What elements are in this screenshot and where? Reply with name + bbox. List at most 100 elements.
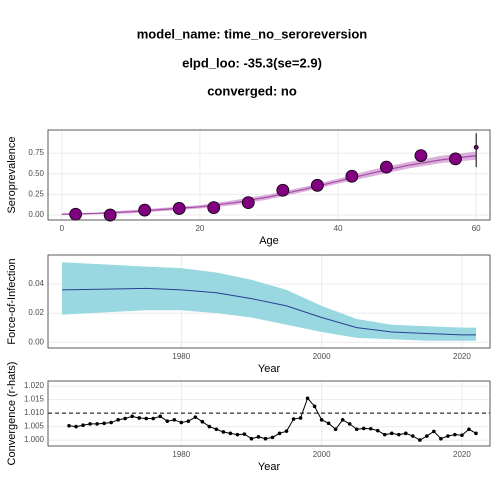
point <box>228 431 233 436</box>
point <box>368 426 373 431</box>
point <box>473 144 479 150</box>
x-tick-label: 1980 <box>172 352 190 361</box>
point <box>249 436 254 441</box>
point <box>276 183 290 197</box>
point <box>425 434 429 438</box>
y-axis-label: Convergence (r-hats) <box>6 362 18 466</box>
x-tick-label: 2020 <box>453 450 471 459</box>
x-tick-label: 40 <box>334 224 343 233</box>
point <box>214 427 219 432</box>
x-tick-label: 2000 <box>313 352 331 361</box>
point <box>418 438 422 442</box>
point <box>207 424 212 429</box>
point <box>103 208 117 222</box>
point <box>137 416 142 420</box>
point <box>186 419 191 423</box>
panel-border <box>47 129 491 221</box>
point <box>123 416 127 421</box>
point <box>411 434 415 438</box>
point <box>179 420 184 425</box>
point <box>116 418 120 422</box>
point <box>270 435 275 440</box>
point <box>453 432 457 437</box>
y-tick-label: 0.25 <box>28 190 44 199</box>
point <box>414 149 428 162</box>
y-axis-label: Seroprevalence <box>6 136 18 213</box>
point <box>109 420 113 425</box>
point <box>74 424 78 429</box>
point <box>277 431 282 436</box>
x-axis-label: Age <box>259 235 279 247</box>
title-line: elpd_loo: -35.3(se=2.9) <box>182 55 322 70</box>
x-tick-label: 20 <box>195 224 204 233</box>
point <box>396 432 401 437</box>
x-tick-label: 60 <box>472 224 481 233</box>
title-line: model_name: time_no_seroreversion <box>137 26 368 41</box>
x-axis-label: Year <box>258 363 281 375</box>
x-tick-label: 2020 <box>453 352 471 361</box>
point <box>312 404 317 409</box>
line <box>62 287 476 336</box>
point <box>326 421 331 426</box>
point <box>241 196 255 210</box>
panel-border <box>47 380 491 447</box>
band <box>61 151 477 216</box>
point <box>404 431 408 436</box>
y-tick-label: 0.50 <box>28 169 44 178</box>
point <box>263 436 268 441</box>
point <box>361 426 366 431</box>
y-tick-label: 1.015 <box>24 395 45 404</box>
point <box>67 423 71 428</box>
x-tick-label: 2000 <box>313 450 331 459</box>
point <box>138 203 152 217</box>
point <box>193 415 198 419</box>
band <box>62 262 476 341</box>
y-tick-label: 1.005 <box>24 422 45 431</box>
point <box>467 427 471 432</box>
point <box>172 202 186 215</box>
y-tick-label: 0.02 <box>28 308 44 317</box>
title-line: converged: no <box>207 83 297 98</box>
point <box>95 422 99 426</box>
point <box>474 431 478 436</box>
point <box>235 432 240 437</box>
point <box>256 435 261 439</box>
point <box>319 418 324 422</box>
point <box>291 417 296 421</box>
point <box>345 169 359 183</box>
point <box>310 178 324 192</box>
point <box>221 430 226 434</box>
point <box>389 431 394 436</box>
x-axis-label: Year <box>258 461 281 473</box>
point <box>375 428 380 433</box>
point <box>207 201 221 215</box>
point <box>151 416 156 421</box>
point <box>380 160 393 174</box>
y-tick-label: 0.00 <box>28 337 44 346</box>
point <box>340 418 345 422</box>
point <box>158 414 163 419</box>
point <box>130 414 134 419</box>
point <box>382 432 387 437</box>
y-tick-label: 0.04 <box>28 279 44 288</box>
point <box>165 419 170 423</box>
point <box>69 207 83 221</box>
panel-bg <box>48 130 490 220</box>
point <box>446 434 450 438</box>
point <box>305 396 310 401</box>
x-tick-label: 0 <box>60 224 65 233</box>
point <box>298 416 303 420</box>
y-axis-label: Force-of-Infection <box>6 258 18 344</box>
point <box>88 422 92 426</box>
point <box>354 427 359 432</box>
x-tick-label: 1980 <box>172 450 190 459</box>
y-tick-label: 0.75 <box>28 148 44 157</box>
point <box>439 436 443 441</box>
point <box>200 419 205 424</box>
y-tick-label: 0.00 <box>28 210 44 219</box>
y-tick-label: 1.010 <box>24 408 45 417</box>
point <box>333 427 338 432</box>
point <box>102 421 106 426</box>
point <box>81 423 85 428</box>
